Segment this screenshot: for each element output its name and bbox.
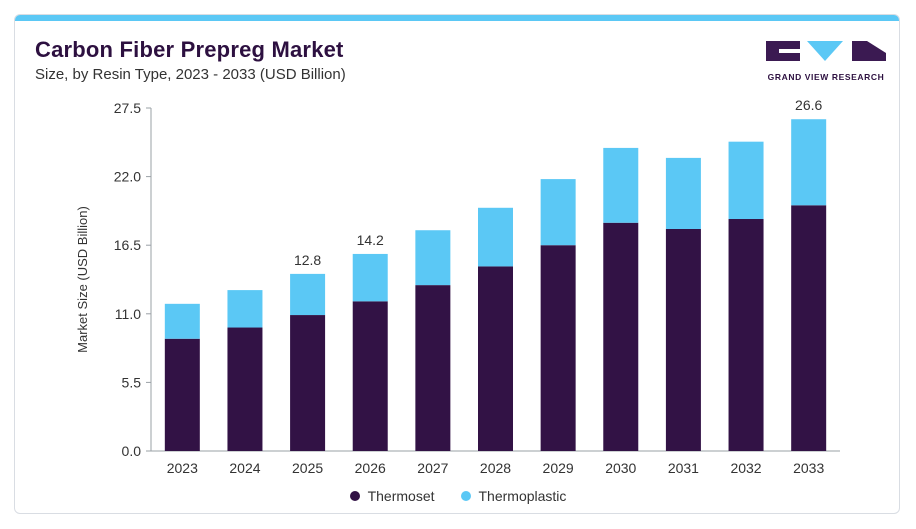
y-tick-label: 0.0 (122, 443, 142, 459)
y-tick-label: 22.0 (114, 169, 141, 185)
data-label-2026: 14.2 (357, 232, 384, 248)
data-label-2033: 26.6 (795, 97, 822, 113)
bar-thermoplastic-2031 (665, 157, 701, 229)
logo-block-right-cut (867, 41, 886, 53)
x-tick-label: 2025 (292, 460, 323, 476)
bar-thermoplastic-2032 (728, 141, 764, 220)
logo-chevron (807, 41, 843, 61)
bar-thermoset-2026 (352, 301, 388, 451)
chart-subtitle: Size, by Resin Type, 2023 - 2033 (USD Bi… (35, 66, 346, 83)
bar-thermoset-2029 (540, 245, 576, 451)
x-tick-label: 2023 (167, 460, 198, 476)
bar-thermoplastic-2029 (540, 179, 576, 246)
legend: Thermoset Thermoplastic (15, 488, 899, 504)
bar-thermoplastic-2027 (415, 230, 451, 286)
bar-thermoplastic-2026 (352, 253, 388, 302)
bar-thermoset-2032 (728, 219, 764, 451)
bar-thermoset-2031 (665, 228, 701, 451)
legend-item-thermoplastic[interactable]: Thermoplastic (460, 488, 567, 504)
accent-bar (15, 15, 899, 21)
y-axis-label: Market Size (USD Billion) (75, 206, 90, 353)
bar-thermoplastic-2033 (791, 119, 827, 206)
y-tick-label: 5.5 (122, 374, 142, 390)
bar-thermoset-2028 (478, 266, 513, 451)
x-tick-label: 2028 (480, 460, 511, 476)
chart-title: Carbon Fiber Prepreg Market (35, 37, 344, 62)
bar-thermoset-2030 (603, 222, 639, 451)
bar-thermoplastic-2030 (603, 147, 639, 223)
bar-thermoset-2033 (791, 205, 827, 451)
x-tick-label: 2033 (793, 460, 824, 476)
legend-swatch-thermoplastic (460, 491, 471, 501)
x-tick-label: 2032 (730, 460, 761, 476)
grand-view-research-logo: GRAND VIEW RESEARCH (763, 39, 889, 89)
bar-thermoplastic-2024 (227, 290, 263, 328)
x-tick-label: 2027 (417, 460, 448, 476)
y-tick-label: 27.5 (114, 100, 141, 116)
y-tick-label: 11.0 (115, 306, 141, 322)
x-tick-label: 2029 (543, 460, 574, 476)
bar-thermoplastic-2025 (290, 273, 326, 316)
bar-thermoset-2024 (227, 327, 263, 451)
legend-item-thermoset[interactable]: Thermoset (349, 488, 435, 504)
bar-thermoset-2023 (164, 338, 200, 451)
logo-text: GRAND VIEW RESEARCH (767, 72, 885, 82)
legend-label-thermoset: Thermoset (367, 488, 435, 504)
logo-block-left-notch (779, 49, 800, 53)
legend-swatch-thermoset (349, 491, 360, 501)
bar-thermoplastic-2023 (164, 303, 200, 339)
x-tick-label: 2026 (355, 460, 386, 476)
x-tick-label: 2031 (668, 460, 699, 476)
x-tick-label: 2024 (229, 460, 260, 476)
chart-card: Carbon Fiber Prepreg Market Size, by Res… (14, 14, 900, 514)
legend-label-thermoplastic: Thermoplastic (478, 488, 567, 504)
data-label-2025: 12.8 (294, 252, 321, 268)
x-tick-label: 2030 (605, 460, 636, 476)
y-tick-label: 16.5 (114, 237, 141, 253)
bar-thermoplastic-2028 (478, 207, 513, 267)
bar-thermoset-2025 (290, 315, 326, 451)
stacked-bar-chart: 0.0 5.5 11.0 16.5 22.0 27.5 Market Size (USD B… (75, 97, 840, 476)
logo-mark-icon (766, 41, 886, 61)
bar-thermoset-2027 (415, 285, 451, 451)
